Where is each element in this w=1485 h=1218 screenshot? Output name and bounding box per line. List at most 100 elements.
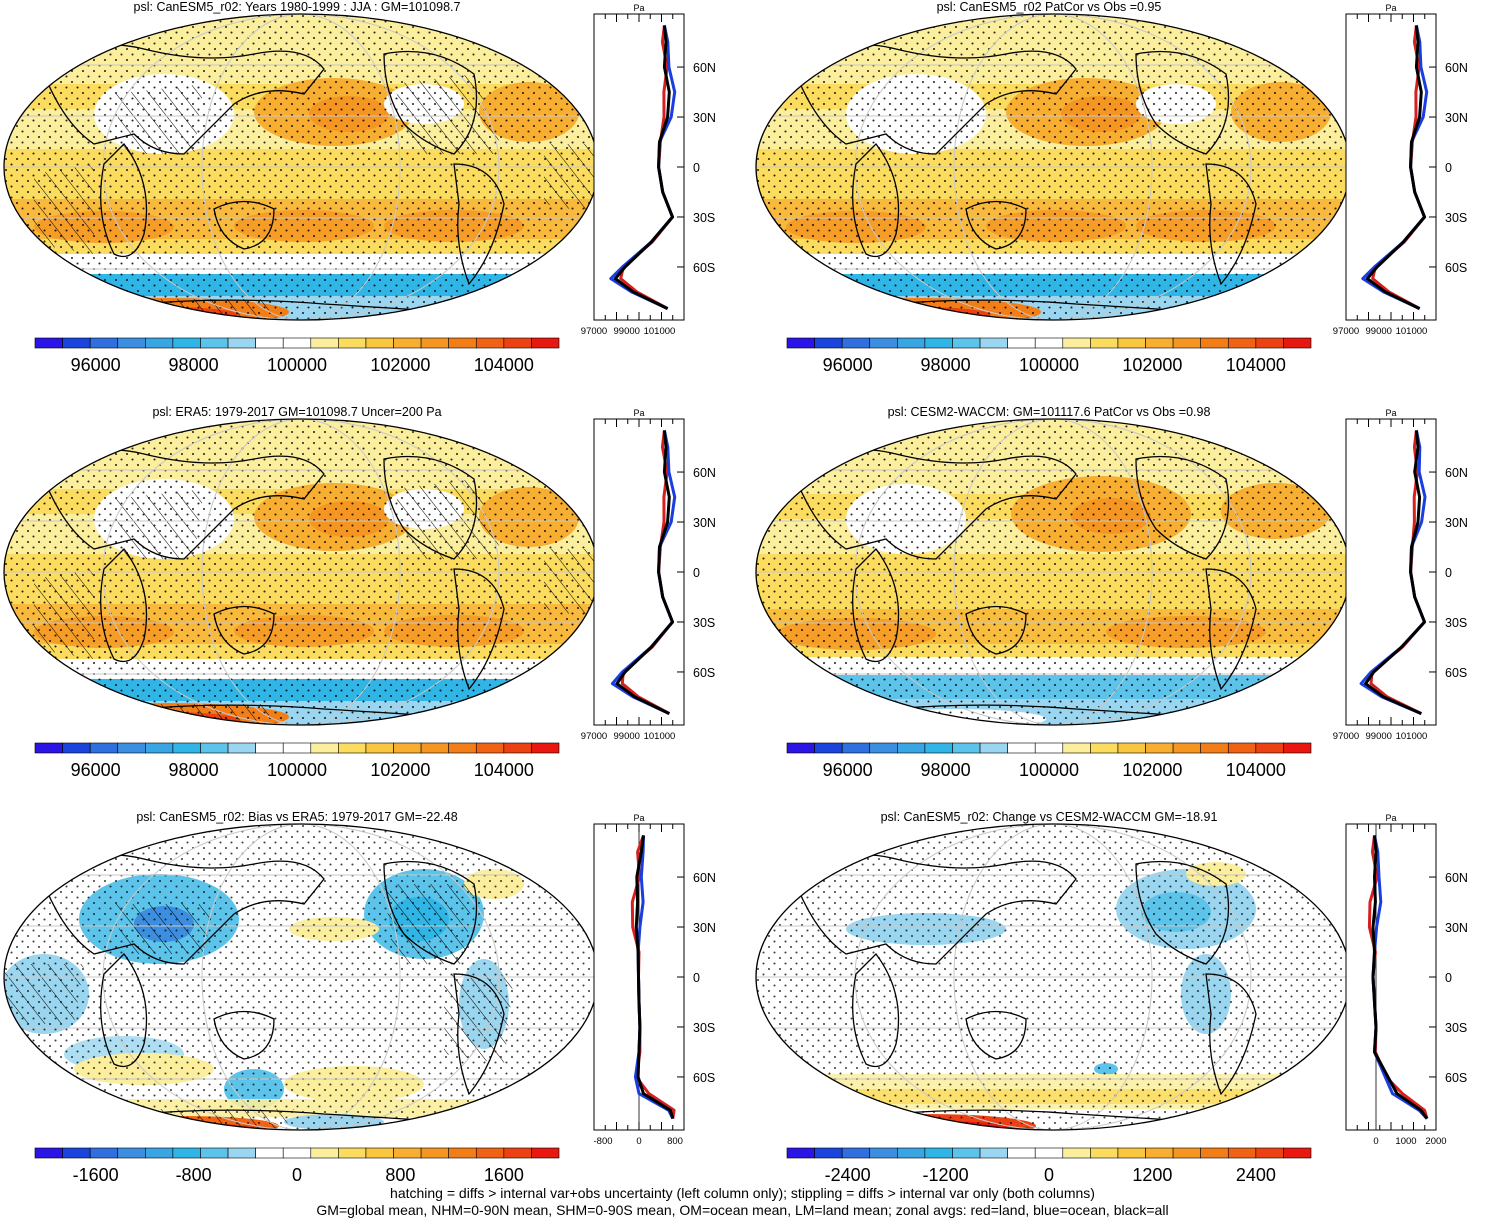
hatching xyxy=(384,884,474,964)
panel-title: psl: ERA5: 1979-2017 GM=101098.7 Uncer=2… xyxy=(152,405,441,419)
colorbar-swatch xyxy=(282,1147,312,1159)
zonal-frame xyxy=(1345,418,1437,726)
colorbar-swatch xyxy=(227,337,256,349)
colorbar-tick-label: 102000 xyxy=(1122,760,1182,780)
colorbar-swatch xyxy=(1062,1147,1091,1159)
footnote-hatching: hatching = diffs > internal var+obs unce… xyxy=(390,1185,1095,1201)
coastline xyxy=(383,455,478,560)
colorbar-swatch xyxy=(365,742,394,754)
colorbar-swatch xyxy=(531,1147,560,1159)
hatching xyxy=(544,549,598,619)
coastline xyxy=(383,860,478,965)
zonal-lat-label: 60S xyxy=(693,1071,715,1085)
colorbar-tick-label: -1200 xyxy=(923,1165,969,1185)
coastline xyxy=(965,1010,1027,1060)
colorbar-tick-label: 1200 xyxy=(1132,1165,1172,1185)
colorbar-swatch xyxy=(255,1147,284,1159)
colorbar-swatch xyxy=(1227,742,1257,754)
colorbar-swatch xyxy=(1283,337,1312,349)
zonal-lat-label: 30N xyxy=(1445,516,1468,530)
world-map xyxy=(3,418,599,726)
zonal-lat-label: 30S xyxy=(693,616,715,630)
coastline xyxy=(453,163,505,286)
panel-4: psl: CESM2-WACCM: GM=101117.6 PatCor vs … xyxy=(755,405,1468,780)
colorbar-swatch xyxy=(1255,1147,1284,1159)
panel-3: psl: ERA5: 1979-2017 GM=101098.7 Uncer=2… xyxy=(3,405,716,780)
zonal-lat-label: 0 xyxy=(693,161,700,175)
colorbar-swatch xyxy=(897,337,926,349)
world-map xyxy=(3,13,599,321)
colorbar-swatch xyxy=(869,742,898,754)
colorbar-swatch xyxy=(200,742,229,754)
colorbar-tick-label: 104000 xyxy=(1226,355,1286,375)
zonal-lat-label: 60N xyxy=(693,61,716,75)
colorbar-swatch xyxy=(89,337,119,349)
colorbar-swatch xyxy=(1034,337,1064,349)
colorbar-swatch xyxy=(255,742,284,754)
zonal-value-label: 0 xyxy=(636,1136,641,1147)
colorbar-swatch xyxy=(952,742,981,754)
zonal-lat-label: 60S xyxy=(1445,1071,1467,1085)
colorbar-tick-label: 96000 xyxy=(71,760,121,780)
world-map xyxy=(3,823,599,1131)
zonal-lat-label: 30S xyxy=(693,211,715,225)
colorbar-swatch xyxy=(1255,337,1284,349)
graticule-line xyxy=(953,824,1153,1130)
panel-title: psl: CESM2-WACCM: GM=101117.6 PatCor vs … xyxy=(888,405,1211,419)
zonal-lat-label: 30S xyxy=(1445,211,1467,225)
colorbar-tick-label: 100000 xyxy=(267,355,327,375)
zonal-lat-label: 30S xyxy=(1445,616,1467,630)
colorbar-swatch xyxy=(1090,1147,1119,1159)
coastline xyxy=(100,143,148,258)
colorbar-swatch xyxy=(531,337,560,349)
colorbar-swatch xyxy=(814,337,843,349)
colorbar-swatch xyxy=(869,1147,898,1159)
colorbar-swatch xyxy=(1200,1147,1229,1159)
graticule-line xyxy=(201,824,401,1130)
zonal-value-label: 800 xyxy=(667,1136,683,1147)
colorbar-tick-label: -800 xyxy=(176,1165,212,1185)
zonal-lat-label: 0 xyxy=(693,566,700,580)
colorbar-swatch xyxy=(1172,337,1201,349)
colorbar-tick-label: 98000 xyxy=(921,355,971,375)
colorbar-swatch xyxy=(338,1147,367,1159)
coastline xyxy=(1135,455,1230,560)
zonal-lat-label: 30S xyxy=(693,1021,715,1035)
coastline xyxy=(795,449,1077,560)
colorbar-swatch xyxy=(1200,742,1229,754)
hatching xyxy=(114,904,214,954)
colorbar-swatch xyxy=(200,1147,229,1159)
coastline xyxy=(1135,860,1230,965)
all-zonal-curve xyxy=(613,25,674,310)
coastline xyxy=(852,548,900,663)
colorbar-swatch xyxy=(1007,742,1036,754)
colorbar-swatch xyxy=(172,1147,201,1159)
zonal-lat-label: 60S xyxy=(1445,261,1467,275)
colorbar-swatch xyxy=(282,742,312,754)
zonal-lat-label: 30N xyxy=(693,111,716,125)
colorbar-swatch xyxy=(869,337,898,349)
all-zonal-curve xyxy=(634,835,675,1120)
colorbar-swatch xyxy=(282,337,312,349)
colorbar-tick-label: 102000 xyxy=(1122,355,1182,375)
colorbar-tick-label: 98000 xyxy=(169,760,219,780)
zonal-average-plot: Pa 60N 30N 0 30S 60S 0 1000 2000 xyxy=(1345,813,1468,1147)
graticule-line xyxy=(201,14,401,320)
colorbar-swatch xyxy=(420,742,449,754)
zonal-value-label: 99000 xyxy=(1366,326,1392,337)
colorbar-tick-label: 1600 xyxy=(484,1165,524,1185)
colorbar-tick-label: -1600 xyxy=(73,1165,119,1185)
colorbar-swatch xyxy=(145,337,174,349)
zonal-value-label: 2000 xyxy=(1425,1136,1446,1147)
zonal-value-label: 101000 xyxy=(1396,731,1428,742)
colorbar-tick-label: 96000 xyxy=(823,355,873,375)
coastline xyxy=(965,200,1027,250)
colorbar-swatch xyxy=(34,742,63,754)
coastline xyxy=(213,200,275,250)
zonal-lat-label: 60S xyxy=(693,666,715,680)
colorbar: 96000 98000 100000 102000 104000 xyxy=(786,337,1312,375)
zonal-frame xyxy=(593,13,685,321)
all-zonal-curve xyxy=(1365,25,1426,310)
colorbar-swatch xyxy=(62,337,91,349)
